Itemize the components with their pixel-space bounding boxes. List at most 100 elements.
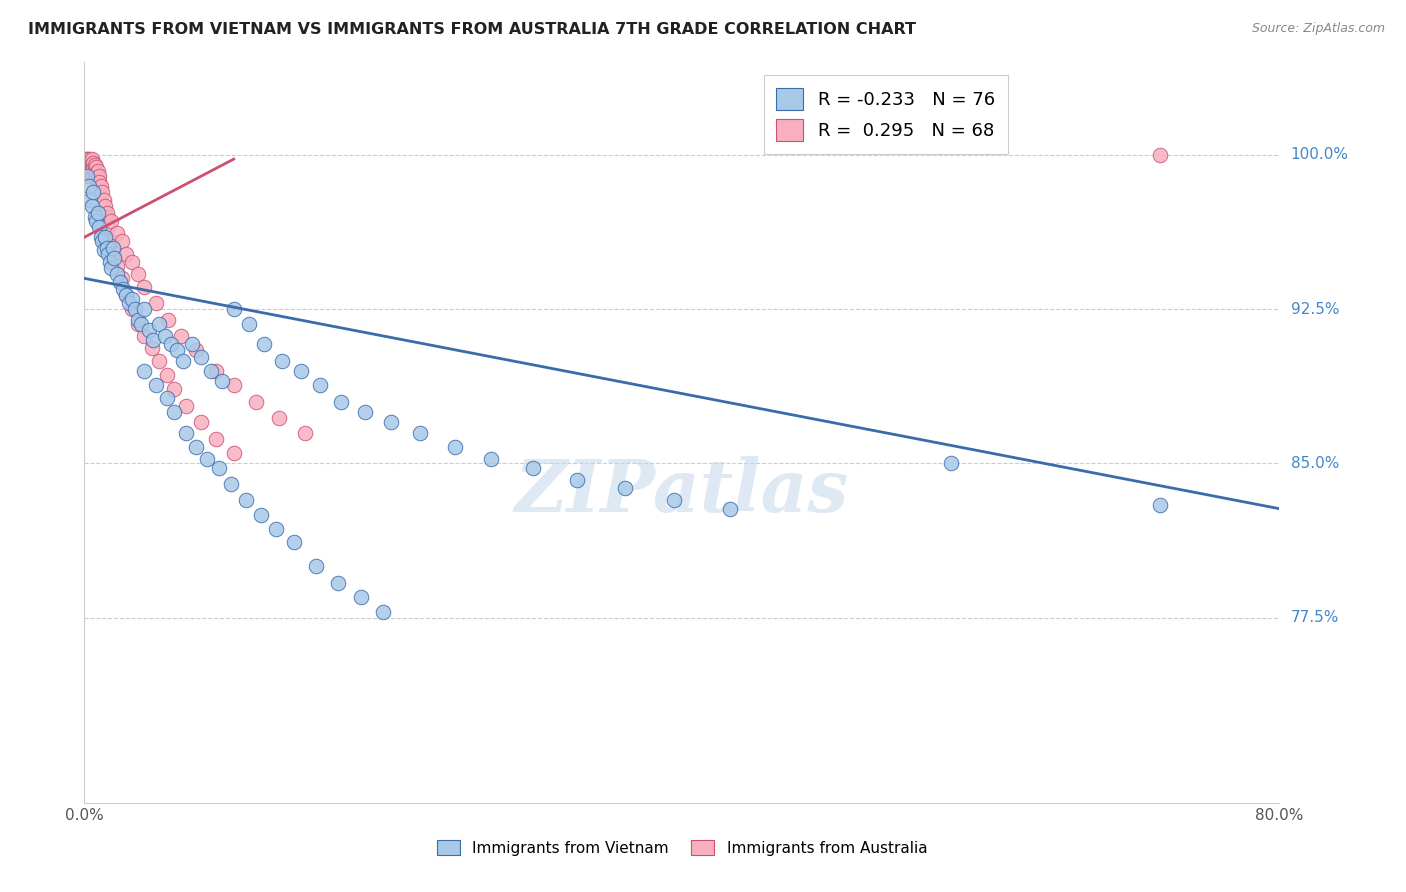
Point [89, 175, 111, 189]
Point [129, 317, 152, 331]
Point [132, 302, 156, 317]
Text: 85.0%: 85.0% [1291, 456, 1339, 471]
Point [96, 210, 118, 224]
Point [75, 158, 97, 172]
Point [89, 219, 111, 234]
Point [1149, 498, 1171, 512]
Point [79, 158, 101, 172]
Point [138, 323, 160, 337]
Point [148, 353, 170, 368]
Point [190, 415, 212, 429]
Point [211, 374, 233, 388]
Point [245, 394, 267, 409]
Point [118, 296, 141, 310]
Point [309, 378, 332, 392]
Point [86, 214, 108, 228]
Point [90, 230, 112, 244]
Point [1149, 148, 1171, 162]
Point [305, 559, 328, 574]
Text: IMMIGRANTS FROM VIETNAM VS IMMIGRANTS FROM AUSTRALIA 7TH GRADE CORRELATION CHART: IMMIGRANTS FROM VIETNAM VS IMMIGRANTS FR… [28, 22, 917, 37]
Point [80, 162, 103, 177]
Point [96, 240, 118, 254]
Point [264, 522, 287, 536]
Point [82, 156, 104, 170]
Point [267, 411, 290, 425]
Point [124, 302, 146, 317]
Point [190, 350, 212, 364]
Point [380, 415, 402, 429]
Point [79, 193, 101, 207]
Point [181, 337, 204, 351]
Point [163, 383, 186, 397]
Point [105, 226, 128, 240]
Point [121, 292, 143, 306]
Point [103, 246, 125, 260]
Point [96, 205, 118, 219]
Point [166, 343, 188, 358]
Point [87, 164, 110, 178]
Point [132, 329, 156, 343]
Point [222, 378, 245, 392]
Point [235, 493, 257, 508]
Point [354, 405, 377, 419]
Point [222, 446, 245, 460]
Point [148, 317, 170, 331]
Point [479, 452, 502, 467]
Point [97, 246, 120, 260]
Point [76, 156, 98, 170]
Point [222, 302, 245, 317]
Point [83, 158, 105, 172]
Point [163, 405, 186, 419]
Point [87, 205, 110, 219]
Point [142, 333, 165, 347]
Point [174, 399, 197, 413]
Point [290, 364, 312, 378]
Point [77, 156, 100, 170]
Point [90, 178, 112, 193]
Point [91, 185, 114, 199]
Point [87, 170, 110, 185]
Point [82, 185, 104, 199]
Point [200, 364, 222, 378]
Point [77, 164, 100, 178]
Point [939, 457, 962, 471]
Point [86, 161, 108, 175]
Text: 100.0%: 100.0% [1291, 147, 1348, 162]
Point [79, 154, 101, 169]
Point [294, 425, 316, 440]
Point [160, 337, 183, 351]
Point [100, 261, 122, 276]
Text: 92.5%: 92.5% [1291, 301, 1339, 317]
Point [101, 240, 124, 254]
Point [93, 243, 115, 257]
Point [111, 271, 134, 285]
Point [208, 460, 231, 475]
Point [145, 378, 167, 392]
Legend: Immigrants from Vietnam, Immigrants from Australia: Immigrants from Vietnam, Immigrants from… [430, 834, 934, 862]
Point [80, 158, 103, 172]
Point [145, 296, 167, 310]
Point [157, 312, 180, 326]
Point [155, 391, 177, 405]
Point [115, 288, 138, 302]
Point [83, 164, 105, 178]
Point [82, 162, 104, 177]
Point [155, 368, 177, 382]
Point [219, 477, 242, 491]
Point [77, 178, 100, 193]
Point [77, 161, 100, 175]
Point [205, 364, 228, 378]
Point [195, 452, 218, 467]
Point [444, 440, 467, 454]
Point [103, 251, 125, 265]
Point [76, 152, 98, 166]
Point [80, 169, 103, 183]
Point [75, 152, 97, 166]
Point [83, 210, 105, 224]
Point [94, 199, 117, 213]
Point [115, 288, 138, 302]
Point [249, 508, 271, 522]
Point [614, 481, 637, 495]
Point [105, 259, 128, 273]
Point [328, 575, 350, 590]
